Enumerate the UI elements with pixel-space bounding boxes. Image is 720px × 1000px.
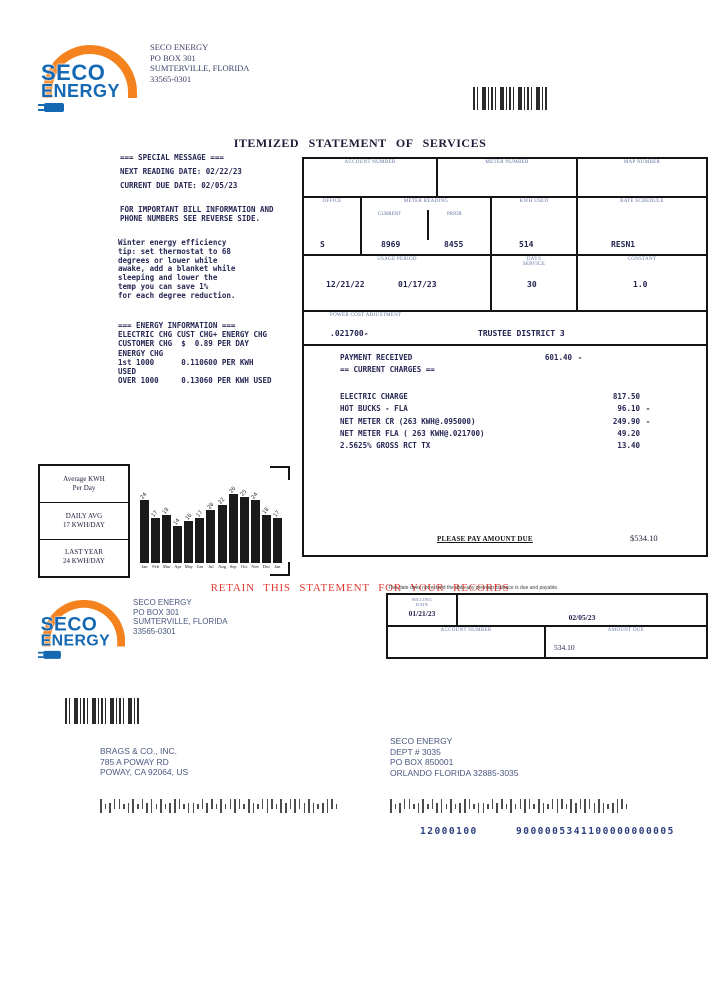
postal-barcode-icon [390, 799, 628, 813]
pca-label: POWER COST ADJUSTMENT [330, 313, 402, 318]
remit-box: BILLING DATE 01/21/23 02/05/23 ACCOUNT NU… [386, 593, 708, 659]
charge-item-row: HOT BUCKS - FLA 96.10 - [340, 404, 651, 414]
pay-due-amount: $534.10 [630, 533, 658, 543]
retain-notice: RETAIN THIS STATEMENT FOR YOUR RECORDS [210, 582, 510, 594]
chart-title-cell: Average KWH Per Day [40, 466, 128, 503]
pca-value: .021700- [330, 329, 369, 338]
plug-icon [37, 650, 61, 659]
remit-account-cell: ACCOUNT NUMBER [388, 627, 546, 657]
sender-address: SECO ENERGY PO BOX 301 SUMTERVILLE, FLOR… [150, 42, 250, 84]
office-value: S [320, 240, 325, 249]
barcode [473, 87, 547, 110]
meter-number-cell: METER NUMBER [436, 157, 578, 198]
map-number-cell: MAP NUMBER [576, 157, 708, 198]
account-number-cell: ACCOUNT NUMBER [302, 157, 438, 198]
kwh-used-label: KWH USED [519, 199, 549, 204]
days-service-label: DAYS SERVICE [522, 257, 546, 267]
seco-logo-stub: SECO ENERGY [37, 599, 128, 664]
usage-chart-bars: 24 Jan 17 Feb 18 Mar 14 Apr 16 May 17 Jun 20 Jul 22 Aug… [139, 485, 282, 569]
energy-tip-block: Winter energy efficiency tip: set thermo… [118, 238, 236, 300]
remit-account-label: ACCOUNT NUMBER [440, 628, 492, 633]
rate-schedule-value: RESN1 [611, 240, 636, 249]
meter-reading-divider [427, 210, 429, 240]
logo-text-energy: ENERGY [40, 631, 111, 650]
energy-info-block: === ENERGY INFORMATION === ELECTRIC CHG … [118, 321, 272, 386]
charge-item-row: 2.5625% GROSS RCT TX 13.40 [340, 441, 640, 451]
billing-date-label: BILLING DATE [411, 597, 433, 607]
kwh-used-value: 514 [519, 240, 534, 249]
map-number-label: MAP NUMBER [623, 160, 661, 165]
payment-received-label: PAYMENT RECEIVED [340, 353, 413, 362]
amount-due-label: AMOUNT DUE [607, 628, 645, 633]
meter-number-label: METER NUMBER [485, 160, 529, 165]
special-message-block: === SPECIAL MESSAGE === NEXT READING DAT… [120, 153, 242, 190]
prior-value: 8455 [444, 240, 464, 249]
usage-period-label: USAGE PERIOD [377, 257, 417, 262]
constant-label: CONSTANT [627, 257, 657, 262]
charge-item-row: NET METER CR (263 KWH@.095000) 249.90 - [340, 416, 651, 426]
pay-due-label: PLEASE PAY AMOUNT DUE [437, 535, 533, 543]
last-year-cell: LAST YEAR 24 KWH/DAY [63, 548, 105, 565]
scanline-right: 9000005341100000000005 [516, 826, 675, 837]
usage-from-value: 12/21/22 [326, 280, 365, 289]
sender-address-stub: SECO ENERGY PO BOX 301 SUMTERVILLE, FLOR… [133, 598, 228, 636]
plug-icon [38, 103, 64, 112]
barcode [65, 698, 141, 724]
remit-to-address: SECO ENERGY DEPT # 3035 PO BOX 850001 OR… [390, 736, 519, 778]
daily-avg-cell: DAILY AVG 17 KWH/DAY [40, 503, 128, 540]
billing-date-cell: BILLING DATE 01/21/23 [388, 595, 458, 627]
amount-due-value: 534.10 [554, 643, 575, 652]
logo-arc [42, 599, 126, 647]
usage-chart: Average KWH Per Day DAILY AVG 17 KWH/DAY… [38, 464, 290, 578]
account-number-label: ACCOUNT NUMBER [344, 160, 396, 165]
postal-barcode-icon [100, 799, 338, 813]
trustee-district-value: TRUSTEE DISTRICT 3 [478, 329, 565, 338]
prior-label: PRIOR [447, 212, 462, 217]
due-date-value: 02/05/23 [568, 613, 596, 622]
constant-value: 1.0 [633, 280, 648, 289]
chart-bracket-top [270, 466, 290, 480]
usage-to-value: 01/17/23 [398, 280, 437, 289]
current-label: CURRENT [378, 212, 402, 217]
amount-due-cell: AMOUNT DUE 534.10 [546, 627, 706, 657]
office-cell: OFFICE [302, 196, 362, 256]
remit-notice: This date does not extend the date any p… [388, 585, 559, 591]
charges-block: PAYMENT RECEIVED 601.40 - == CURRENT CHA… [340, 352, 670, 453]
current-value: 8969 [381, 240, 401, 249]
pca-cell: POWER COST ADJUSTMENT [302, 310, 708, 346]
payee-address: BRAGS & CO., INC. 785 A POWAY RD POWAY, … [100, 746, 189, 777]
statement-title: ITEMIZED STATEMENT OF SERVICES [233, 136, 487, 150]
scanline-left: 12000100 [420, 826, 478, 837]
logo-text-seco: SECO [41, 60, 106, 85]
rate-schedule-cell: RATE SCHEDULE [576, 196, 708, 256]
payment-received-credit: - [577, 353, 583, 362]
chart-bracket-bottom [270, 562, 290, 576]
days-service-value: 30 [527, 280, 537, 289]
due-date-cell: 02/05/23 [458, 595, 706, 627]
current-charges-heading: == CURRENT CHARGES == [340, 365, 435, 375]
meter-reading-label: METER READING [403, 199, 449, 204]
seco-logo: SECO ENERGY [38, 44, 140, 118]
logo-text-seco: SECO [40, 613, 98, 636]
kwh-used-cell: KWH USED [490, 196, 578, 256]
logo-arc [43, 45, 137, 98]
logo-text-energy: ENERGY [41, 81, 121, 101]
charge-item-row: ELECTRIC CHARGE 817.50 [340, 391, 640, 401]
payment-received-row: PAYMENT RECEIVED 601.40 - [340, 352, 670, 364]
charge-item-row: NET METER FLA ( 263 KWH@.021700) 49.20 [340, 429, 640, 439]
meter-reading-cell: METER READING [360, 196, 492, 256]
payment-received-amount: 601.40 [544, 353, 572, 362]
billing-date-value: 01/21/23 [408, 609, 436, 618]
office-label: OFFICE [322, 199, 342, 204]
usage-chart-area: 24 Jan 17 Feb 18 Mar 14 Apr 16 May 17 Jun 20 Jul 22 Aug… [134, 464, 290, 578]
charges-cell [302, 344, 708, 557]
usage-chart-legend: Average KWH Per Day DAILY AVG 17 KWH/DAY… [38, 464, 130, 578]
rate-schedule-label: RATE SCHEDULE [620, 199, 664, 204]
info-block: FOR IMPORTANT BILL INFORMATION AND PHONE… [120, 205, 274, 223]
